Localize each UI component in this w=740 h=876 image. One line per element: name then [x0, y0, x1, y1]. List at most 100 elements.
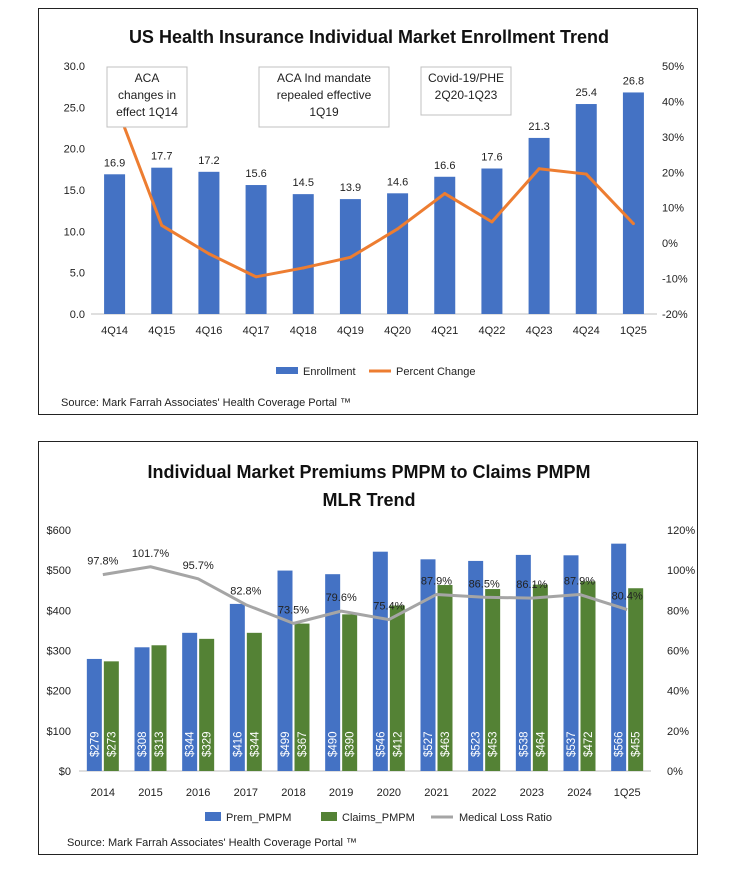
enrollment-bar: [434, 176, 456, 314]
percent-change-point: [396, 227, 400, 231]
legend-label-claims: Claims_PMPM: [342, 812, 415, 824]
annotation-text: 1Q19: [309, 105, 339, 119]
annotation-text: 2Q20-1Q23: [435, 88, 498, 102]
mlr-data-label: 73.5%: [278, 604, 309, 616]
legend-swatch-enrollment: [276, 367, 298, 374]
x-axis-tick-label: 2018: [281, 787, 305, 799]
legend-label-mlr: Medical Loss Ratio: [459, 812, 552, 824]
premium-data-label: $344: [185, 731, 197, 757]
annotation-box: [106, 66, 188, 128]
y2-axis-tick-label: 0%: [667, 766, 683, 778]
enrollment-data-label: 21.3: [528, 121, 549, 133]
enrollment-bar: [151, 167, 173, 314]
claims-bar: [485, 589, 501, 771]
x-axis-tick-label: 2015: [138, 787, 162, 799]
enrollment-data-label: 16.6: [434, 160, 455, 172]
claims-data-label: $453: [488, 731, 500, 757]
x-axis-tick-label: 4Q20: [384, 325, 411, 337]
enrollment-bar: [622, 92, 644, 314]
y2-axis-tick-label: 20%: [662, 167, 684, 179]
claims-data-label: $344: [249, 731, 261, 757]
annotation-text: changes in: [118, 88, 176, 102]
y-axis-tick-label: 20.0: [64, 144, 85, 156]
claims-bar: [628, 588, 644, 771]
claims-bar: [294, 623, 310, 771]
claims-bar: [342, 614, 358, 771]
claims-data-label: $329: [202, 731, 214, 757]
annotation-text: Covid-19/PHE: [428, 71, 504, 85]
x-axis-tick-label: 4Q21: [431, 325, 458, 337]
claims-data-label: $273: [106, 731, 118, 757]
y-axis-tick-label: 0.0: [70, 309, 85, 321]
claims-data-label: $367: [297, 731, 309, 757]
percent-change-point: [254, 275, 258, 279]
legend-label-percent-change: Percent Change: [396, 366, 476, 378]
mlr-data-label: 86.5%: [469, 578, 500, 590]
premium-data-label: $490: [328, 731, 340, 757]
x-axis-tick-label: 2020: [377, 787, 401, 799]
enrollment-data-label: 26.8: [623, 75, 644, 87]
premium-data-label: $537: [566, 731, 578, 757]
x-axis-tick-label: 4Q19: [337, 325, 364, 337]
premium-data-label: $523: [471, 731, 483, 757]
x-axis-tick-label: 4Q22: [478, 325, 505, 337]
premium-bar: [229, 603, 245, 771]
x-axis-tick-label: 4Q18: [290, 325, 317, 337]
legend-swatch-premium: [205, 812, 221, 821]
premium-data-label: $527: [423, 731, 435, 757]
premium-data-label: $566: [614, 731, 626, 757]
x-axis-tick-label: 2016: [186, 787, 210, 799]
premium-data-label: $546: [375, 731, 387, 757]
mlr-data-label: 87.9%: [421, 575, 452, 587]
annotation-text: effect 1Q14: [116, 105, 178, 119]
enrollment-bar: [292, 194, 314, 314]
y2-axis-tick-label: 100%: [667, 565, 695, 577]
source-note: Source: Mark Farrah Associates' Health C…: [61, 397, 351, 409]
premium-data-label: $499: [280, 731, 292, 757]
annotation-text: repealed effective: [277, 88, 372, 102]
enrollment-bar: [387, 193, 409, 314]
x-axis-tick-label: 2019: [329, 787, 353, 799]
y2-axis-tick-label: 20%: [667, 726, 689, 738]
claims-bar: [532, 584, 548, 771]
percent-change-point: [348, 255, 352, 259]
premiums-claims-chart-panel: Individual Market Premiums PMPM to Claim…: [38, 441, 698, 855]
y-axis-tick-label: 30.0: [64, 61, 85, 73]
x-axis-tick-label: 2017: [234, 787, 258, 799]
enrollment-data-label: 13.9: [340, 182, 361, 194]
x-axis-tick-label: 4Q16: [195, 325, 222, 337]
premium-bar: [325, 574, 341, 771]
premium-bar: [563, 555, 579, 771]
enrollment-data-label: 16.9: [104, 157, 125, 169]
y-axis-tick-label: 10.0: [64, 226, 85, 238]
mlr-data-label: 82.8%: [230, 586, 261, 598]
claims-bar: [580, 581, 596, 771]
x-axis-tick-label: 4Q15: [148, 325, 175, 337]
percent-change-line: [113, 100, 635, 279]
claims-bar: [246, 632, 262, 771]
enrollment-data-label: 14.5: [293, 177, 314, 189]
chart-title-line-1: Individual Market Premiums PMPM to Claim…: [147, 462, 590, 482]
premium-bar: [611, 543, 627, 771]
y2-axis-tick-label: 50%: [662, 61, 684, 73]
percent-change-point: [584, 172, 588, 176]
source-note: Source: Mark Farrah Associates' Health C…: [67, 837, 357, 849]
claims-data-label: $464: [535, 731, 547, 757]
premium-data-label: $416: [232, 731, 244, 757]
x-axis-tick-label: 2021: [424, 787, 448, 799]
y2-axis-tick-label: 80%: [667, 605, 689, 617]
y-axis-tick-label: $400: [47, 605, 71, 617]
mlr-data-label: 75.4%: [373, 601, 404, 613]
claims-bar: [389, 605, 405, 771]
chart-title-line-2: MLR Trend: [323, 490, 416, 510]
premiums-claims-chart: Individual Market Premiums PMPM to Claim…: [47, 462, 696, 849]
annotation-box: [420, 66, 512, 116]
mlr-data-label: 80.4%: [612, 591, 643, 603]
enrollment-chart-panel: US Health Insurance Individual Market En…: [38, 8, 698, 415]
x-axis-tick-label: 1Q25: [614, 787, 641, 799]
premium-data-label: $538: [518, 731, 530, 757]
enrollment-bar: [481, 168, 503, 314]
premium-bar: [86, 658, 102, 771]
legend-label-premium: Prem_PMPM: [226, 812, 291, 824]
y-axis-tick-label: $500: [47, 565, 71, 577]
